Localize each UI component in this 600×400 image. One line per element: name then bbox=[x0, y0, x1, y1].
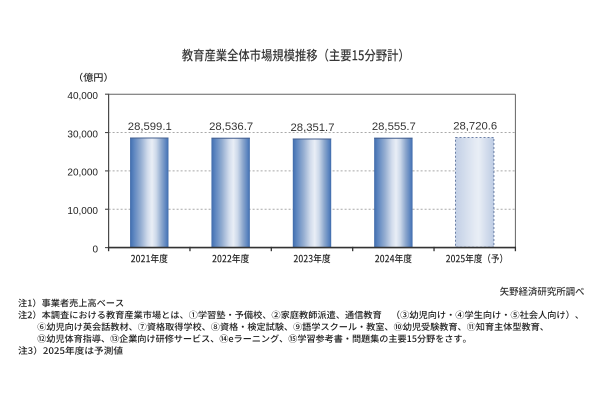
svg-text:10,000: 10,000 bbox=[67, 206, 98, 217]
svg-text:28,536.7: 28,536.7 bbox=[209, 121, 253, 133]
svg-text:40,000: 40,000 bbox=[67, 91, 98, 102]
svg-text:28,555.7: 28,555.7 bbox=[372, 121, 416, 133]
svg-text:28,720.6: 28,720.6 bbox=[453, 120, 497, 132]
svg-text:28,599.1: 28,599.1 bbox=[128, 121, 172, 133]
svg-text:30,000: 30,000 bbox=[67, 129, 98, 140]
svg-text:20,000: 20,000 bbox=[67, 168, 98, 179]
svg-text:0: 0 bbox=[92, 244, 98, 255]
svg-text:28,351.7: 28,351.7 bbox=[291, 122, 335, 134]
